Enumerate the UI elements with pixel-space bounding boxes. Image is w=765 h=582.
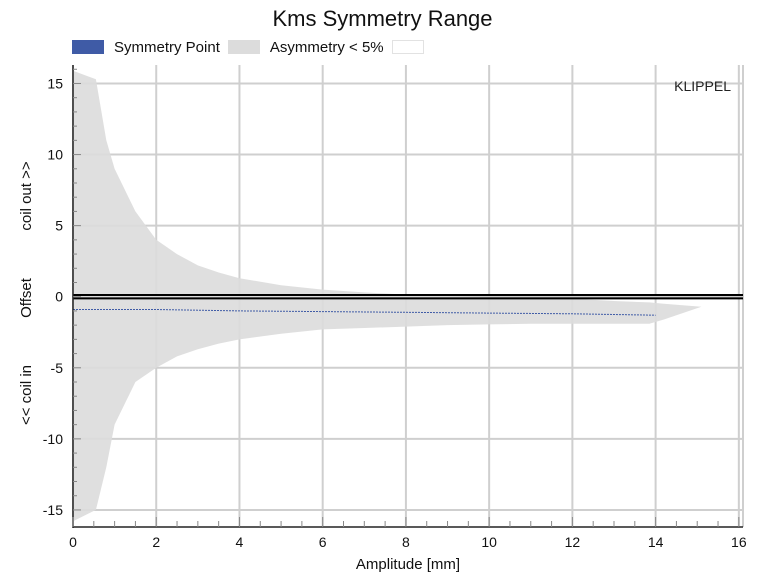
tick-labels: 0 2 4 6 8 10 12 14 16 -15 -10 -5 0 5 10 15	[43, 75, 747, 550]
y-axis-label-offset: Offset	[18, 277, 35, 318]
x-tick-label: 0	[69, 534, 77, 550]
legend-swatch-symmetry-point	[72, 40, 104, 54]
legend-label-asymmetry: Asymmetry < 5%	[269, 38, 384, 56]
y-tick-label: -10	[43, 431, 63, 447]
x-tick-label: 16	[731, 534, 747, 550]
legend: Symmetry Point Asymmetry < 5%	[72, 37, 434, 57]
x-tick-label: 14	[648, 534, 664, 550]
y-axis-label-coil-out: coil out >>	[18, 161, 35, 230]
y-axis-label-coil-in: << coil in	[18, 365, 35, 425]
chart-title: Kms Symmetry Range	[272, 6, 493, 31]
y-tick-label: 0	[55, 289, 63, 305]
x-tick-label: 4	[236, 534, 244, 550]
x-tick-label: 6	[319, 534, 327, 550]
x-axis-label: Amplitude [mm]	[356, 556, 460, 573]
symmetry-point-line	[73, 309, 656, 316]
x-tick-label: 10	[481, 534, 497, 550]
y-tick-label: 5	[55, 218, 63, 234]
y-tick-label: -15	[43, 502, 63, 518]
x-tick-label: 12	[565, 534, 581, 550]
x-tick-label: 2	[152, 534, 160, 550]
y-tick-label: 10	[47, 147, 63, 163]
axes	[72, 65, 743, 528]
legend-label-symmetry-point: Symmetry Point	[114, 38, 220, 56]
legend-swatch-blank	[391, 40, 424, 54]
legend-swatch-asymmetry	[227, 40, 260, 54]
y-tick-label: -5	[51, 360, 64, 376]
data-lines	[73, 294, 743, 316]
x-tick-label: 8	[402, 534, 410, 550]
klippel-watermark: KLIPPEL	[674, 78, 731, 94]
y-tick-label: 15	[47, 75, 63, 91]
